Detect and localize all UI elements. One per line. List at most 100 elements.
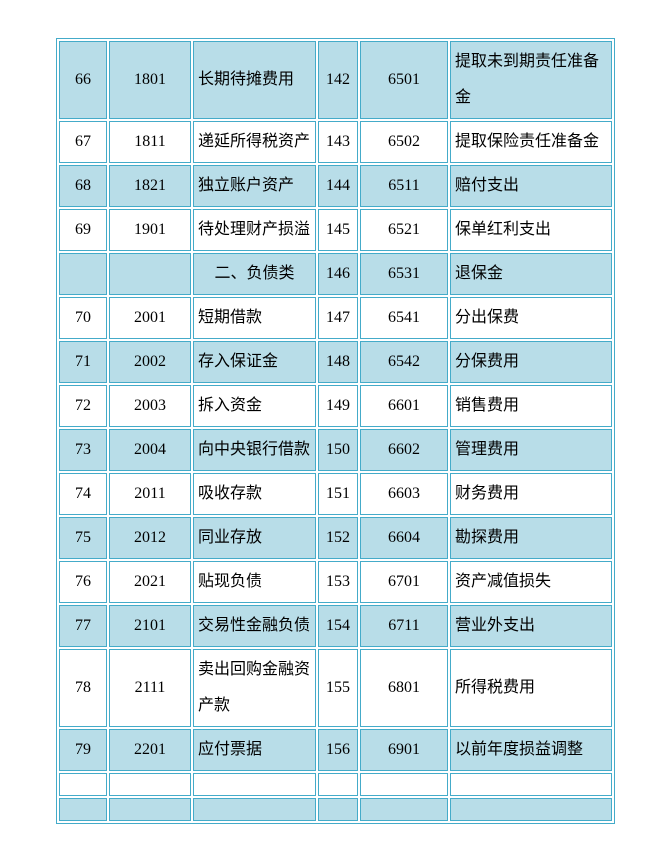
account-code-cell: 2002: [109, 341, 191, 383]
account-code-cell: 6542: [360, 341, 448, 383]
table-row: 76 2021 贴现负债 153 6701 资产减值损失: [59, 561, 612, 603]
table-row: 78 2111 卖出回购金融资产款 155 6801 所得税费用: [59, 649, 612, 727]
account-name-cell: 资产减值损失: [450, 561, 612, 603]
account-name-cell: 同业存放: [193, 517, 316, 559]
row-number-cell: 150: [318, 429, 358, 471]
account-name-cell: 拆入资金: [193, 385, 316, 427]
row-number-cell: 75: [59, 517, 107, 559]
account-name-cell: 卖出回购金融资产款: [193, 649, 316, 727]
account-name-cell: 勘探费用: [450, 517, 612, 559]
row-number-cell: 155: [318, 649, 358, 727]
account-code-cell: [360, 798, 448, 821]
account-code-cell: 2001: [109, 297, 191, 339]
account-code-cell: 6711: [360, 605, 448, 647]
row-number-cell: 151: [318, 473, 358, 515]
account-code-cell: 2012: [109, 517, 191, 559]
table-row: 二、负债类 146 6531 退保金: [59, 253, 612, 295]
account-code-cell: [109, 253, 191, 295]
account-code-cell: 6501: [360, 41, 448, 119]
account-name-cell: 财务费用: [450, 473, 612, 515]
row-number-cell: 70: [59, 297, 107, 339]
table-row: 73 2004 向中央银行借款 150 6602 管理费用: [59, 429, 612, 471]
row-number-cell: 73: [59, 429, 107, 471]
table-row: 67 1811 递延所得税资产 143 6502 提取保险责任准备金: [59, 121, 612, 163]
accounts-table: 66 1801 长期待摊费用 142 6501 提取未到期责任准备金 67 1811 递延所得税…: [56, 38, 615, 824]
account-name-cell: 独立账户资产: [193, 165, 316, 207]
account-name-cell: 退保金: [450, 253, 612, 295]
row-number-cell: 148: [318, 341, 358, 383]
account-code-cell: 1821: [109, 165, 191, 207]
account-name-cell: 保单红利支出: [450, 209, 612, 251]
row-number-cell: 77: [59, 605, 107, 647]
account-code-cell: 6601: [360, 385, 448, 427]
row-number-cell: 152: [318, 517, 358, 559]
row-number-cell: 144: [318, 165, 358, 207]
account-name-cell: 待处理财产损溢: [193, 209, 316, 251]
row-number-cell: [59, 798, 107, 821]
account-code-cell: 1901: [109, 209, 191, 251]
account-code-cell: 6521: [360, 209, 448, 251]
row-number-cell: 69: [59, 209, 107, 251]
account-code-cell: [109, 798, 191, 821]
row-number-cell: 153: [318, 561, 358, 603]
account-code-cell: 2003: [109, 385, 191, 427]
account-name-cell: 所得税费用: [450, 649, 612, 727]
table-row: 69 1901 待处理财产损溢 145 6521 保单红利支出: [59, 209, 612, 251]
account-name-cell: 赔付支出: [450, 165, 612, 207]
row-number-cell: 79: [59, 729, 107, 771]
account-code-cell: 2011: [109, 473, 191, 515]
account-code-cell: 2021: [109, 561, 191, 603]
table-row: 79 2201 应付票据 156 6901 以前年度损益调整: [59, 729, 612, 771]
account-code-cell: 6511: [360, 165, 448, 207]
section-header-cell: 二、负债类: [193, 253, 316, 295]
row-number-cell: [318, 773, 358, 796]
account-code-cell: 1811: [109, 121, 191, 163]
account-code-cell: [360, 773, 448, 796]
row-number-cell: 145: [318, 209, 358, 251]
account-code-cell: 6801: [360, 649, 448, 727]
row-number-cell: 74: [59, 473, 107, 515]
account-name-cell: 分出保费: [450, 297, 612, 339]
account-name-cell: [450, 773, 612, 796]
row-number-cell: [318, 798, 358, 821]
account-name-cell: 销售费用: [450, 385, 612, 427]
account-code-cell: 6531: [360, 253, 448, 295]
account-code-cell: 2101: [109, 605, 191, 647]
account-code-cell: 6502: [360, 121, 448, 163]
row-number-cell: 68: [59, 165, 107, 207]
account-code-cell: 6541: [360, 297, 448, 339]
account-name-cell: 管理费用: [450, 429, 612, 471]
row-number-cell: 66: [59, 41, 107, 119]
table-row: 77 2101 交易性金融负债 154 6711 营业外支出: [59, 605, 612, 647]
account-name-cell: 提取未到期责任准备金: [450, 41, 612, 119]
account-name-cell: [193, 773, 316, 796]
accounts-table-body: 66 1801 长期待摊费用 142 6501 提取未到期责任准备金 67 1811 递延所得税…: [59, 41, 612, 821]
account-code-cell: 1801: [109, 41, 191, 119]
account-name-cell: 长期待摊费用: [193, 41, 316, 119]
account-code-cell: 6701: [360, 561, 448, 603]
account-name-cell: [450, 798, 612, 821]
account-name-cell: 交易性金融负债: [193, 605, 316, 647]
account-name-cell: 递延所得税资产: [193, 121, 316, 163]
account-name-cell: [193, 798, 316, 821]
row-number-cell: 143: [318, 121, 358, 163]
table-row: [59, 773, 612, 796]
row-number-cell: 76: [59, 561, 107, 603]
row-number-cell: 78: [59, 649, 107, 727]
table-row: 72 2003 拆入资金 149 6601 销售费用: [59, 385, 612, 427]
account-code-cell: 6901: [360, 729, 448, 771]
account-name-cell: 分保费用: [450, 341, 612, 383]
row-number-cell: 142: [318, 41, 358, 119]
account-name-cell: 短期借款: [193, 297, 316, 339]
row-number-cell: 154: [318, 605, 358, 647]
account-code-cell: 6602: [360, 429, 448, 471]
row-number-cell: 156: [318, 729, 358, 771]
account-name-cell: 向中央银行借款: [193, 429, 316, 471]
row-number-cell: 149: [318, 385, 358, 427]
table-row: 71 2002 存入保证金 148 6542 分保费用: [59, 341, 612, 383]
account-name-cell: 以前年度损益调整: [450, 729, 612, 771]
table-row: 66 1801 长期待摊费用 142 6501 提取未到期责任准备金: [59, 41, 612, 119]
account-code-cell: 2201: [109, 729, 191, 771]
row-number-cell: 146: [318, 253, 358, 295]
row-number-cell: 72: [59, 385, 107, 427]
